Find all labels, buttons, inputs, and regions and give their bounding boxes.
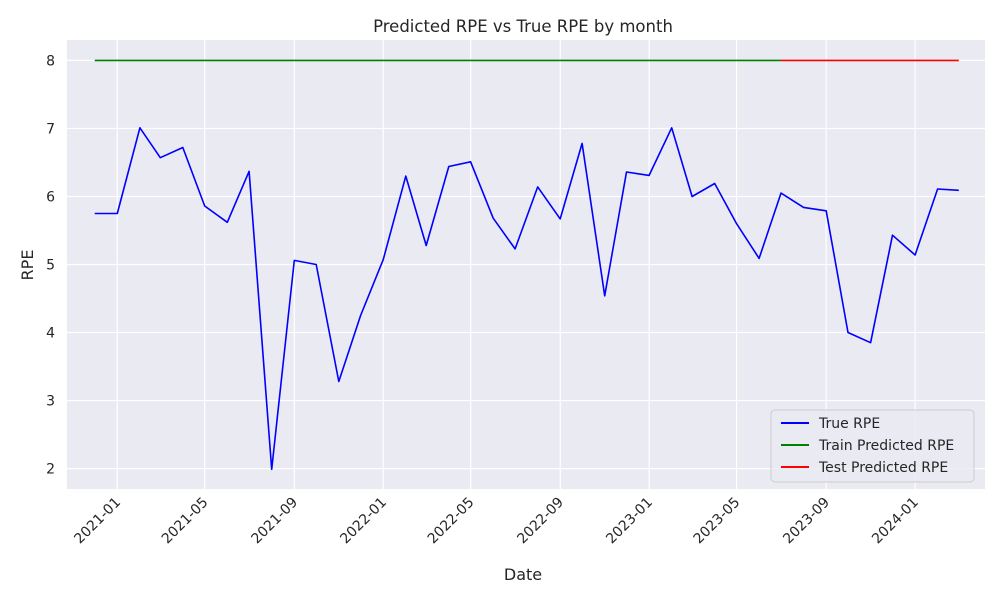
series-line-true-rpe xyxy=(94,127,959,471)
x-tick-label: 2021-05 xyxy=(159,495,212,548)
y-axis-label: RPE xyxy=(18,250,37,281)
x-tick-label: 2021-09 xyxy=(248,495,301,548)
x-tick-label: 2022-01 xyxy=(337,495,390,548)
legend-box xyxy=(770,409,975,483)
legend-label-train-predicted-rpe: Train Predicted RPE xyxy=(818,438,954,454)
y-tick-label: 4 xyxy=(46,326,55,342)
legend-label-test-predicted-rpe: Test Predicted RPE xyxy=(818,460,948,476)
y-tick-label: 3 xyxy=(46,394,55,410)
x-tick-label: 2023-01 xyxy=(603,495,656,548)
x-tick-label: 2023-09 xyxy=(780,495,833,548)
x-tick-label: 2024-01 xyxy=(869,495,922,548)
y-tick-label: 2 xyxy=(46,462,55,478)
y-tick-labels: 2 3 4 5 6 7 8 xyxy=(46,53,55,477)
x-tick-label: 2022-05 xyxy=(425,495,478,548)
legend: True RPE Train Predicted RPE Test Predic… xyxy=(770,409,975,483)
x-axis-label: Date xyxy=(504,565,542,584)
series-layer xyxy=(94,59,959,471)
x-tick-labels: 2021-01 2021-05 2021-09 2022-01 2022-05 2022-… xyxy=(71,495,921,548)
legend-label-true-rpe: True RPE xyxy=(818,416,880,432)
x-tick-label: 2023-05 xyxy=(691,495,744,548)
chart-title: Predicted RPE vs True RPE by month xyxy=(373,17,673,36)
y-tick-label: 8 xyxy=(46,53,55,69)
y-tick-label: 5 xyxy=(46,258,55,274)
y-tick-label: 6 xyxy=(46,189,55,205)
y-tick-label: 7 xyxy=(46,121,55,137)
x-tick-label: 2022-09 xyxy=(514,495,567,548)
x-tick-label: 2021-01 xyxy=(71,495,124,548)
